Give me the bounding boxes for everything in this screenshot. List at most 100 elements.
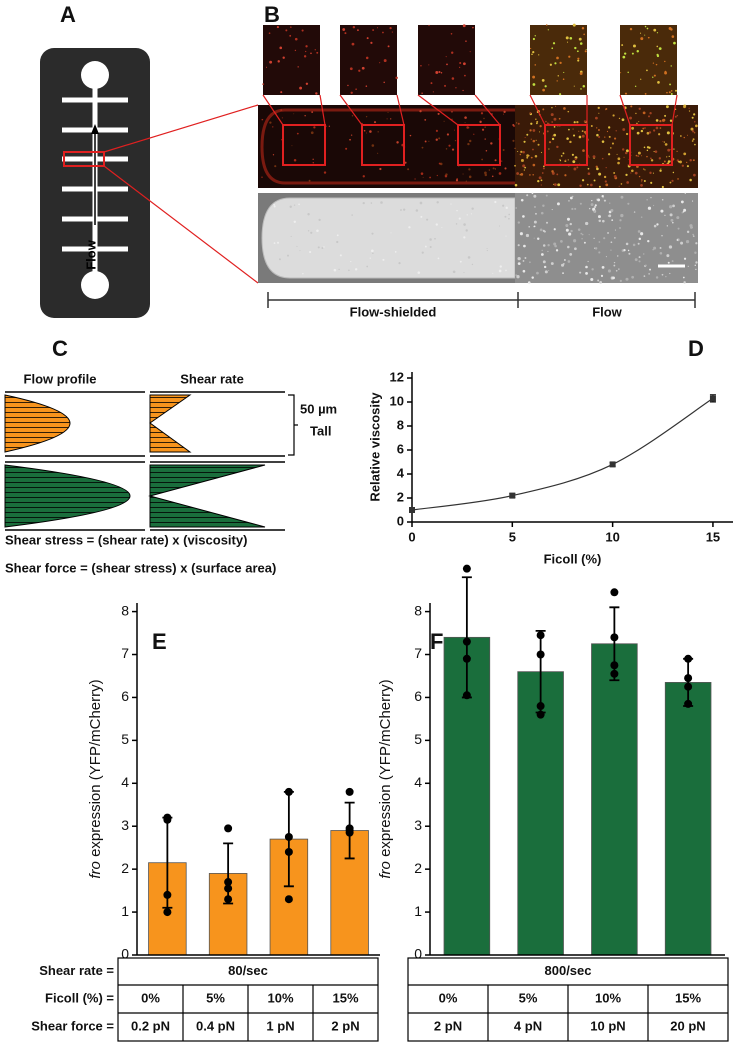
cell [664,60,666,63]
y-tick-label: 0 [414,946,422,962]
y-tick-label: 4 [121,774,129,790]
cell [438,137,441,140]
cell [658,133,661,136]
cell [524,166,527,169]
cell [420,64,422,67]
region-label: Flow-shielded [350,304,437,319]
cell [620,183,623,185]
cell [669,181,672,184]
cell [443,120,445,122]
cell [625,277,629,281]
cell [682,276,685,279]
cell [530,156,533,159]
cell [605,256,607,258]
cell [659,127,662,129]
cell [687,134,689,136]
cell [484,126,486,128]
cell [631,126,635,130]
cell [573,121,576,124]
cell [677,227,680,230]
cell [421,146,424,149]
cell [541,79,545,82]
cell [559,93,562,96]
cell [638,121,640,123]
cell [610,209,614,212]
cell [642,168,645,170]
cell [591,268,594,271]
y-tick-label: 6 [414,688,422,704]
cell [571,207,574,211]
cell [467,256,471,259]
cell [658,157,662,160]
data-point [284,787,293,796]
cell [542,167,545,170]
cell [618,268,620,270]
cell [625,242,629,246]
cell [404,161,407,164]
cell [560,240,563,243]
cell [524,137,526,139]
cell [596,167,599,171]
cell [366,37,369,40]
x-axis-label: Ficoll (%) [544,551,602,566]
cell [529,174,531,176]
cell [362,201,365,205]
cell [301,29,304,32]
table-cell: 5% [206,990,225,1005]
cell [666,254,670,258]
cell [317,246,320,249]
zoom-line [474,94,501,126]
cell [451,111,453,113]
cell [668,91,671,94]
image [418,25,475,95]
cell [580,232,583,235]
panel-label: B [264,2,280,27]
channel [261,197,516,279]
cell [590,277,594,282]
cell [638,175,641,178]
cell [684,192,686,194]
zoom-box [629,124,673,166]
cell [553,117,557,121]
cell [608,135,611,138]
cell [677,178,679,180]
table-cell: 0.2 pN [131,1018,170,1033]
cell [664,71,668,75]
panel-label: D [688,336,704,361]
cell [529,112,532,114]
cell [305,82,309,85]
cell [686,161,688,164]
cell [550,262,554,265]
cell [287,254,289,257]
cell [600,274,604,277]
cell [692,138,695,141]
cell [531,53,533,56]
cell [428,24,430,27]
data-point [163,908,172,917]
cell [553,126,556,128]
cell [628,252,631,255]
cell [468,139,472,143]
cell [371,144,375,147]
cell [689,159,692,162]
y-axis-label: Relative viscosity [367,392,382,502]
cell [494,168,496,170]
table-cell: 2 pN [331,1018,359,1033]
cell [339,254,342,257]
cell [362,175,365,178]
cell [407,168,410,171]
cell [530,47,532,50]
cell [377,152,379,154]
cell [342,28,346,31]
cell [365,85,368,87]
cell [558,117,561,120]
cell [596,133,599,137]
cell [656,53,659,56]
cell [438,71,441,74]
cell [686,165,689,168]
y-axis-label-italic: fro [87,861,104,879]
cell [601,140,605,143]
cell [692,233,695,236]
cell [562,78,565,81]
cell [293,158,297,162]
